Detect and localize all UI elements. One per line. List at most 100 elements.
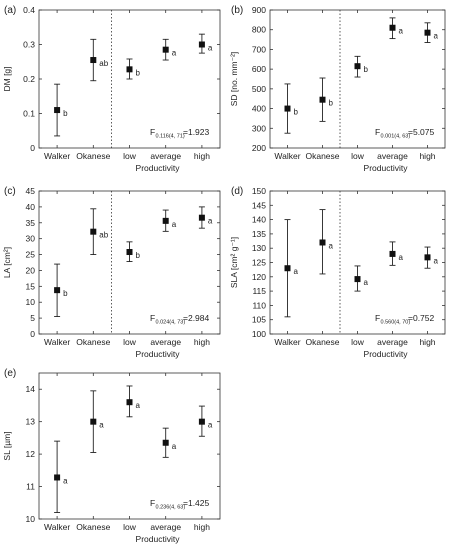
x-axis-label: Productivity	[364, 349, 409, 359]
y-tick-label: 140	[252, 215, 266, 225]
panel-label: (d)	[231, 186, 243, 197]
mean-marker	[354, 63, 361, 70]
mean-marker	[198, 41, 205, 48]
y-tick-label: 13	[26, 417, 36, 427]
y-tick-label: 600	[252, 64, 266, 74]
f-stat-value: =2.984	[183, 313, 210, 323]
significance-letter: a	[329, 241, 334, 250]
y-tick-label: 300	[252, 123, 266, 133]
x-tick-label: Okanese	[76, 337, 110, 347]
panel-a: (a) 0 0.1 0.2 0.3 0.4 DM [g] Walker Okanese low av…	[2, 5, 221, 173]
x-tick-label: average	[150, 522, 181, 532]
significance-letter: b	[364, 65, 369, 74]
significance-letter: b	[329, 99, 334, 108]
x-tick-label: high	[419, 337, 435, 347]
y-tick-label: 25	[26, 250, 36, 260]
mean-marker	[354, 276, 361, 283]
x-tick-label: low	[123, 337, 137, 347]
mean-marker	[424, 254, 431, 261]
f-stat-symbol: F	[150, 313, 155, 323]
mean-marker	[162, 46, 169, 53]
y-tick-label: 800	[252, 25, 266, 35]
significance-letter: a	[434, 256, 439, 265]
y-tick-label: 100	[252, 329, 266, 339]
x-tick-label: average	[377, 337, 408, 347]
mean-marker	[198, 418, 205, 425]
y-tick-label: 145	[252, 200, 266, 210]
x-tick-label: Walker	[44, 522, 70, 532]
mean-marker	[162, 217, 169, 224]
x-tick-label: high	[194, 337, 210, 347]
significance-letter: a	[208, 217, 213, 226]
x-tick-label: high	[419, 151, 435, 161]
y-axis-label: SLA [cm² g⁻¹]	[229, 237, 239, 288]
y-tick-label: 500	[252, 84, 266, 94]
y-tick-label: 20	[26, 265, 36, 275]
y-tick-label: 125	[252, 258, 266, 268]
mean-marker	[90, 228, 97, 235]
x-tick-label: average	[150, 337, 181, 347]
y-tick-label: 30	[26, 234, 36, 244]
f-stat-symbol: F	[150, 127, 155, 137]
significance-letter: b	[136, 68, 141, 77]
y-tick-label: 120	[252, 272, 266, 282]
x-tick-label: Okanese	[305, 337, 339, 347]
f-stat-value: =1.425	[183, 498, 210, 508]
x-tick-label: Walker	[274, 337, 300, 347]
y-tick-label: 0.1	[23, 109, 35, 119]
x-tick-label: high	[194, 522, 210, 532]
x-axis-label: Productivity	[364, 163, 409, 173]
y-tick-label: 15	[26, 281, 36, 291]
y-tick-label: 0	[30, 329, 35, 339]
significance-letter: a	[399, 27, 404, 36]
mean-marker	[198, 214, 205, 221]
mean-marker	[319, 96, 326, 103]
y-axis-label: SL [µm]	[2, 431, 12, 460]
mean-marker	[54, 107, 61, 114]
x-tick-label: high	[194, 151, 210, 161]
x-axis-label: Productivity	[136, 163, 181, 173]
mean-marker	[284, 265, 291, 272]
f-stat-subscript: 0.024(4, 73)	[156, 320, 186, 326]
f-stat-subscript: 0.001(4, 63)	[381, 134, 411, 140]
mean-marker	[319, 239, 326, 246]
x-axis-label: Productivity	[136, 349, 181, 359]
significance-letter: a	[364, 278, 369, 287]
significance-letter: a	[294, 267, 299, 276]
y-tick-label: 105	[252, 315, 266, 325]
y-tick-label: 35	[26, 218, 36, 228]
panel-label: (b)	[231, 5, 243, 16]
y-tick-label: 10	[26, 297, 36, 307]
significance-letter: b	[63, 289, 68, 298]
significance-letter: a	[208, 421, 213, 430]
y-tick-label: 400	[252, 104, 266, 114]
mean-marker	[389, 24, 396, 31]
mean-marker	[126, 66, 133, 73]
f-stat-subscript: 0.116(4, 71)	[156, 134, 185, 140]
y-tick-label: 14	[26, 384, 36, 394]
y-axis-label: LA [cm²]	[2, 247, 12, 278]
x-tick-label: low	[123, 151, 137, 161]
y-tick-label: 135	[252, 229, 266, 239]
panel-e: (e) 10 11 12 13 14 SL [µm] Walker Okanese low aver…	[2, 368, 221, 544]
x-tick-label: Walker	[44, 151, 70, 161]
y-tick-label: 0.4	[23, 5, 35, 15]
significance-letter: a	[208, 44, 213, 53]
y-tick-label: 115	[252, 286, 266, 296]
y-tick-label: 0.3	[23, 40, 35, 50]
mean-marker	[126, 249, 133, 256]
y-axis-label: DM [g]	[2, 66, 12, 91]
y-tick-label: 12	[26, 449, 36, 459]
x-tick-label: average	[150, 151, 181, 161]
y-tick-label: 0	[30, 143, 35, 153]
x-axis-label: Productivity	[136, 534, 181, 544]
y-tick-label: 45	[26, 186, 36, 196]
y-tick-label: 11	[26, 482, 35, 492]
mean-marker	[90, 418, 97, 425]
panel-d: (d) 100 105 110 115 120 125 130 135 140 145 150 SLA …	[229, 186, 446, 359]
f-stat-subscript: 0.560(4, 70)	[381, 320, 411, 326]
y-tick-label: 0.2	[23, 74, 35, 84]
panel-label: (a)	[4, 5, 16, 16]
x-tick-label: low	[351, 337, 365, 347]
panel-label: (c)	[4, 186, 16, 197]
